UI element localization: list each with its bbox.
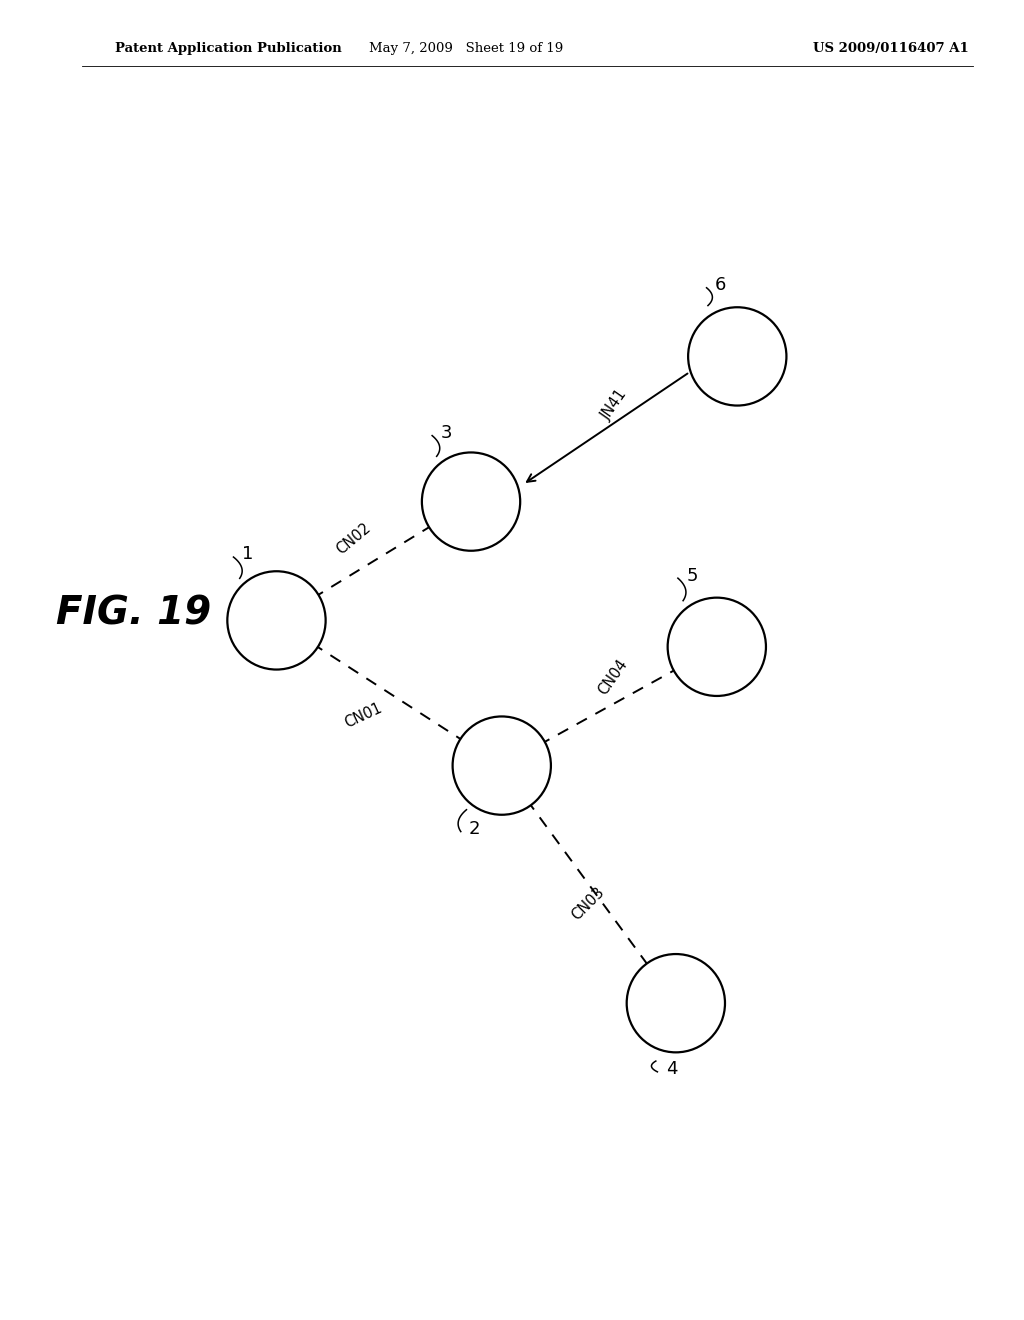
Text: US 2009/0116407 A1: US 2009/0116407 A1 <box>813 42 969 55</box>
Text: JN41: JN41 <box>599 387 630 424</box>
Text: 1: 1 <box>242 545 253 564</box>
Ellipse shape <box>227 572 326 669</box>
Ellipse shape <box>422 453 520 550</box>
Text: 2: 2 <box>469 820 480 838</box>
Ellipse shape <box>453 717 551 814</box>
Text: 5: 5 <box>686 566 697 585</box>
Text: May 7, 2009   Sheet 19 of 19: May 7, 2009 Sheet 19 of 19 <box>369 42 563 55</box>
Text: 4: 4 <box>666 1060 677 1078</box>
Text: FIG. 19: FIG. 19 <box>55 595 211 632</box>
Text: CN01: CN01 <box>342 700 385 731</box>
Ellipse shape <box>688 308 786 405</box>
Text: CN03: CN03 <box>568 884 607 924</box>
Text: 3: 3 <box>440 424 452 442</box>
Text: Patent Application Publication: Patent Application Publication <box>115 42 341 55</box>
Text: 6: 6 <box>715 276 726 294</box>
Ellipse shape <box>668 598 766 696</box>
Ellipse shape <box>627 954 725 1052</box>
Text: CN04: CN04 <box>595 656 630 698</box>
Text: CN02: CN02 <box>333 520 374 557</box>
